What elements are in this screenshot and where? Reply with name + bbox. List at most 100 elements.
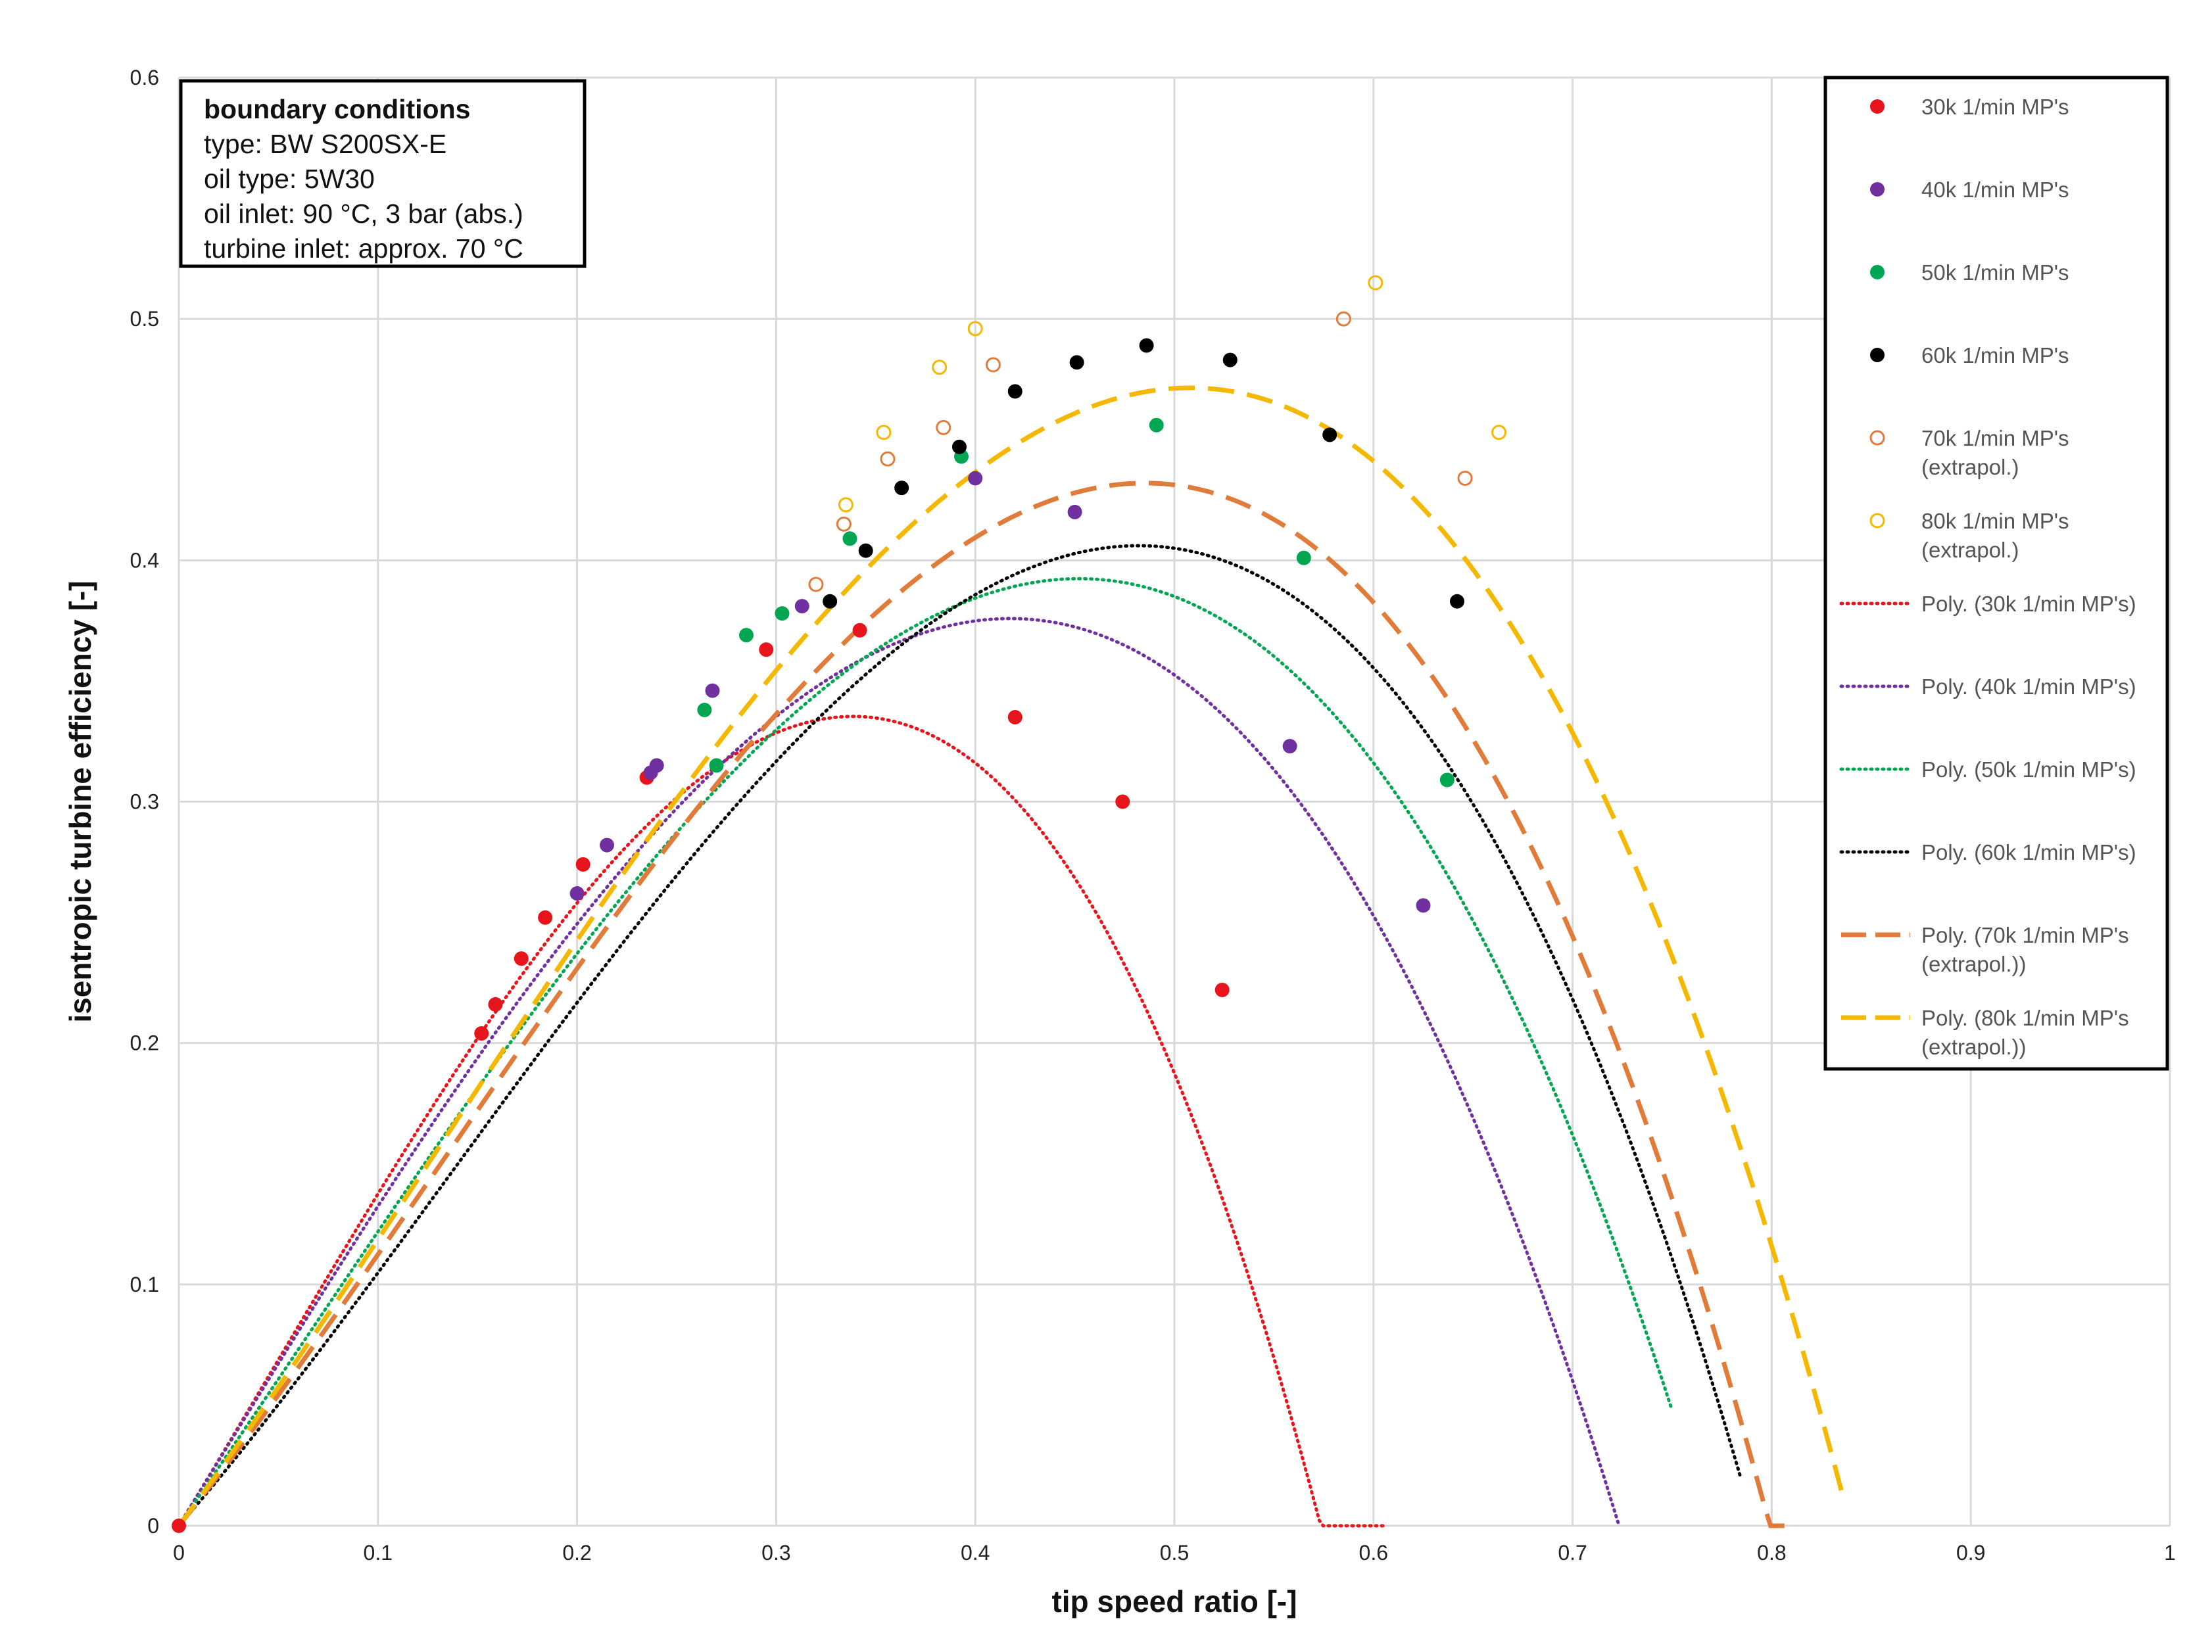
x-tick-label: 0.8 xyxy=(1757,1541,1786,1565)
x-tick-label: 0.5 xyxy=(1160,1541,1189,1565)
data-point xyxy=(1449,594,1464,609)
data-point xyxy=(488,997,503,1012)
data-point xyxy=(514,951,529,966)
legend-marker xyxy=(1869,430,1885,446)
data-point xyxy=(1335,311,1351,327)
bc-line-turbine-inlet: turbine inlet: approx. 70 °C xyxy=(204,233,523,264)
legend-label-line2: (extrapol.) xyxy=(1921,538,2019,562)
legend-marker xyxy=(1870,265,1885,279)
data-point xyxy=(569,886,585,901)
data-point xyxy=(985,357,1001,373)
boundary-conditions-box: boundary conditions type: BW S200SX-E oi… xyxy=(179,79,587,268)
legend-label: Poly. (50k 1/min MP's) xyxy=(1921,757,2136,782)
legend-frame xyxy=(1823,76,2169,1071)
legend-marker xyxy=(1870,99,1885,114)
data-point xyxy=(1214,982,1230,997)
legend-label-line2: (extrapol.) xyxy=(1921,455,2019,479)
legend-label: 80k 1/min MP's xyxy=(1921,509,2069,533)
legend-label-line2: (extrapol.)) xyxy=(1921,1035,2027,1059)
data-point xyxy=(649,758,664,773)
x-tick-label: 0.1 xyxy=(364,1541,393,1565)
legend-label: Poly. (80k 1/min MP's xyxy=(1921,1006,2129,1030)
data-point xyxy=(838,497,854,513)
legend-marker xyxy=(1870,182,1885,197)
y-axis-title: isentropic turbine efficiency [-] xyxy=(63,580,97,1022)
data-point xyxy=(1491,425,1507,440)
data-point xyxy=(709,758,724,773)
data-point xyxy=(1222,352,1238,367)
data-point xyxy=(1282,739,1297,754)
data-point xyxy=(1457,470,1473,486)
data-point xyxy=(858,543,873,558)
y-tick-label: 0.4 xyxy=(130,548,159,572)
y-tick-label: 0.5 xyxy=(130,307,159,331)
data-point xyxy=(1439,772,1455,788)
chart-series xyxy=(172,275,1844,1533)
x-tick-label: 0 xyxy=(173,1541,185,1565)
trendline-poly-60k-1-min-mp-s- xyxy=(177,544,1742,1528)
data-point xyxy=(968,471,983,486)
boundary-conditions-frame xyxy=(179,79,587,268)
data-point xyxy=(951,439,967,454)
legend-label: Poly. (60k 1/min MP's) xyxy=(1921,840,2136,864)
data-point xyxy=(538,910,553,925)
legend-marker xyxy=(1870,348,1885,362)
legend-label: Poly. (70k 1/min MP's xyxy=(1921,923,2129,947)
x-tick-label: 0.4 xyxy=(961,1541,990,1565)
data-point xyxy=(1007,709,1022,724)
x-tick-label: 0.6 xyxy=(1359,1541,1388,1565)
bc-line-type: type: BW S200SX-E xyxy=(204,129,446,159)
y-tick-label: 0.3 xyxy=(130,790,159,814)
trendline-poly-40k-1-min-mp-s- xyxy=(177,617,1620,1528)
data-point xyxy=(880,451,896,467)
x-tick-label: 0.9 xyxy=(1956,1541,1985,1565)
data-point xyxy=(932,360,948,375)
data-point xyxy=(1139,338,1154,353)
trendline-poly-80k-1-min-mp-s xyxy=(177,385,1844,1528)
data-point xyxy=(474,1026,489,1041)
legend-label: Poly. (40k 1/min MP's) xyxy=(1921,674,2136,699)
y-tick-label: 0 xyxy=(147,1514,159,1538)
y-tick-label: 0.2 xyxy=(130,1031,159,1055)
x-tick-label: 0.7 xyxy=(1558,1541,1587,1565)
legend-label: Poly. (30k 1/min MP's) xyxy=(1921,592,2136,616)
data-point xyxy=(836,516,852,532)
data-point xyxy=(600,838,615,853)
data-point xyxy=(1149,417,1164,433)
y-tick-label: 0.1 xyxy=(130,1273,159,1296)
legend-marker xyxy=(1869,513,1885,529)
data-point xyxy=(1322,427,1337,442)
y-tick-label: 0.6 xyxy=(130,66,159,89)
data-point xyxy=(697,702,712,717)
data-point xyxy=(842,531,857,546)
bc-line-oil-type: oil type: 5W30 xyxy=(204,164,375,194)
data-point xyxy=(876,425,892,440)
trendline-poly-50k-1-min-mp-s- xyxy=(177,577,1674,1528)
data-point xyxy=(967,321,983,337)
data-point xyxy=(1007,384,1022,399)
data-point xyxy=(1069,355,1084,370)
axis-ticks: 0 0.1 0.2 0.3 0.4 0.5 0.6 0.7 0.8 0.9 1 0 0.1 0.2 0.3 0… xyxy=(130,66,2176,1565)
legend-label: 30k 1/min MP's xyxy=(1921,95,2069,119)
data-point xyxy=(936,419,951,435)
legend-label: 60k 1/min MP's xyxy=(1921,343,2069,367)
data-point xyxy=(1368,275,1383,291)
trendline-poly-30k-1-min-mp-s- xyxy=(177,715,1385,1528)
data-point xyxy=(575,857,590,872)
data-point xyxy=(1067,504,1082,519)
x-axis-title: tip speed ratio [-] xyxy=(1051,1584,1297,1618)
boundary-conditions-title: boundary conditions xyxy=(204,94,470,124)
legend-label: 50k 1/min MP's xyxy=(1921,260,2069,285)
data-point xyxy=(794,599,809,614)
data-point xyxy=(759,642,774,657)
x-tick-label: 0.2 xyxy=(562,1541,591,1565)
data-point xyxy=(738,628,754,643)
data-point xyxy=(1115,794,1130,809)
x-tick-label: 1 xyxy=(2164,1541,2176,1565)
data-point xyxy=(808,577,824,592)
data-point xyxy=(1296,550,1311,565)
data-point xyxy=(775,606,790,621)
data-point xyxy=(172,1519,186,1533)
x-tick-label: 0.3 xyxy=(761,1541,790,1565)
